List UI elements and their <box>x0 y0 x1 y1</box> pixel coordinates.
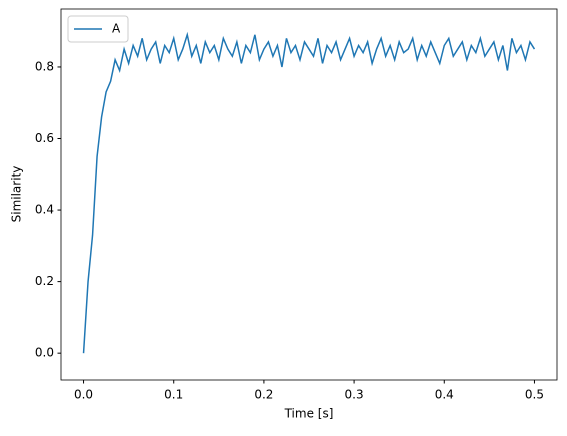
legend-label: A <box>112 22 121 36</box>
x-tick-label: 0.0 <box>74 388 93 402</box>
x-tick-label: 0.1 <box>164 388 183 402</box>
x-tick-label: 0.5 <box>525 388 544 402</box>
x-tick-label: 0.3 <box>345 388 364 402</box>
y-tick-label: 0.6 <box>35 131 54 145</box>
y-tick-label: 0.2 <box>35 274 54 288</box>
x-axis-label: Time [s] <box>284 407 334 421</box>
x-tick-label: 0.2 <box>254 388 273 402</box>
plot-frame <box>60 8 558 381</box>
data-line <box>82 31 536 354</box>
x-tick-label: 0.4 <box>435 388 454 402</box>
y-axis-label: Similarity <box>10 166 24 223</box>
y-tick-label: 0.8 <box>35 59 54 73</box>
y-tick-label: 0.4 <box>35 203 54 217</box>
y-tick-label: 0.0 <box>35 346 54 360</box>
